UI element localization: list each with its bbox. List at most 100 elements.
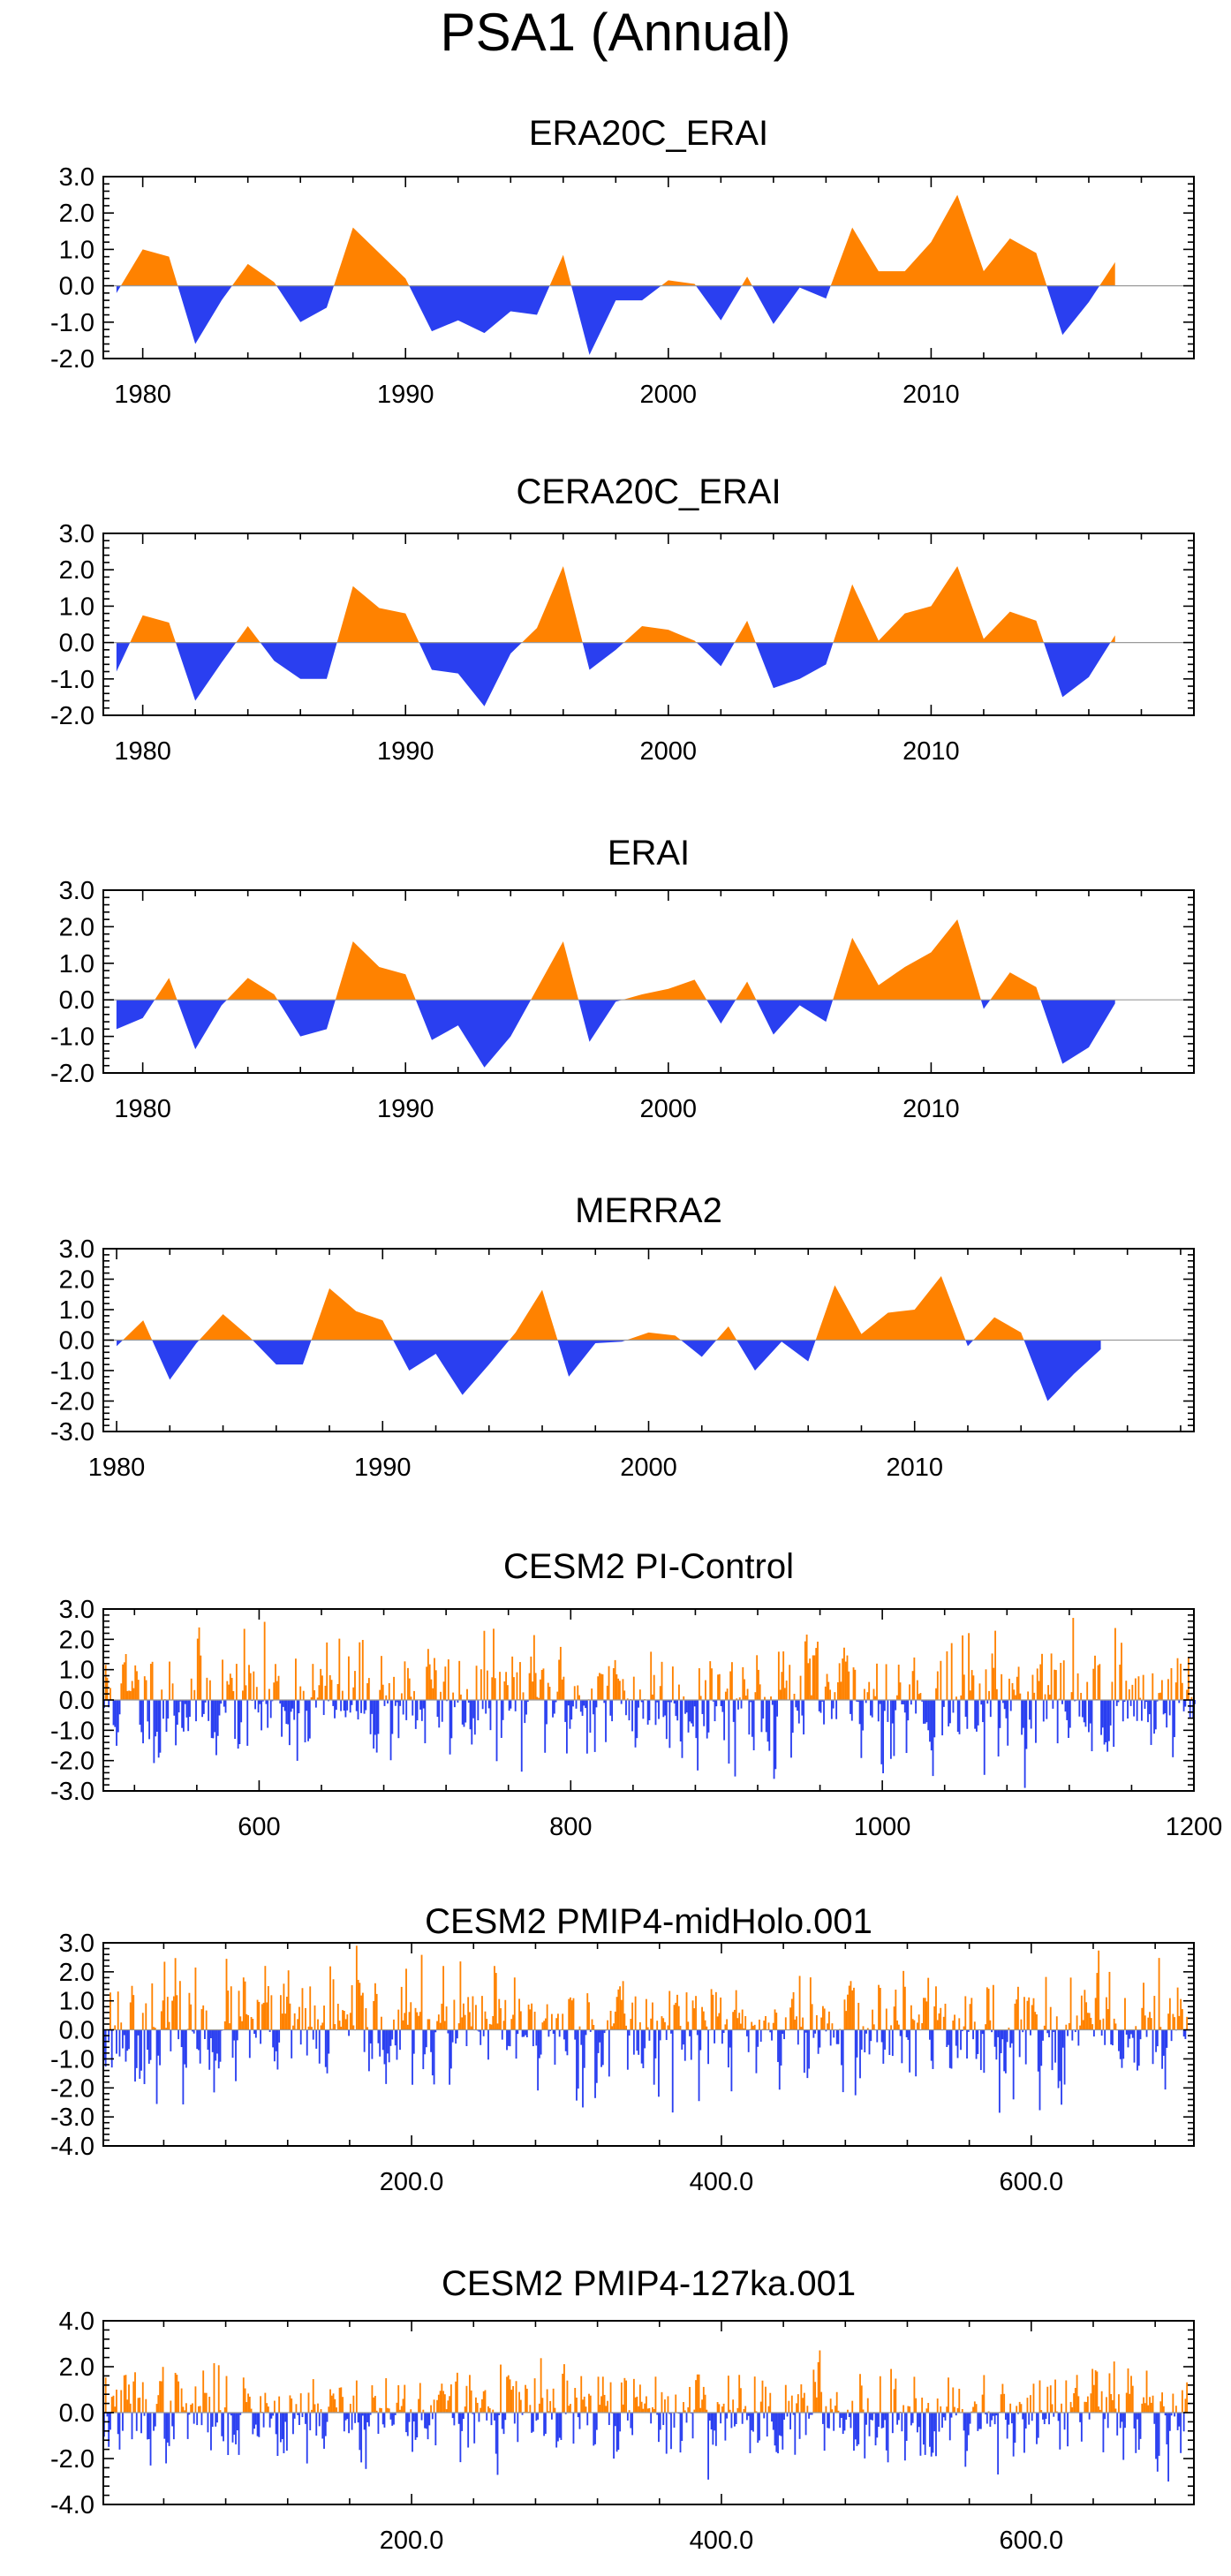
- bar: [134, 2372, 136, 2413]
- bar: [171, 1683, 174, 1700]
- bar: [357, 1700, 359, 1720]
- bar: [870, 2029, 872, 2042]
- bar: [487, 1670, 488, 1700]
- bar: [1062, 1660, 1065, 1700]
- bar: [446, 1700, 448, 1702]
- bar: [397, 1700, 400, 1739]
- bar: [414, 1700, 417, 1729]
- bar: [915, 2029, 918, 2077]
- bar: [1170, 2029, 1173, 2042]
- bar: [361, 2413, 364, 2416]
- bar: [104, 2377, 107, 2413]
- bar: [442, 1966, 445, 2030]
- bar: [735, 1990, 737, 2030]
- bar: [986, 2413, 988, 2424]
- bar: [821, 2006, 824, 2030]
- bar: [623, 2013, 626, 2030]
- bar: [108, 2413, 110, 2447]
- bar: [267, 1700, 269, 1728]
- bar: [334, 2024, 336, 2030]
- bar: [583, 1700, 585, 1706]
- bar: [964, 2413, 967, 2467]
- bar: [391, 1700, 394, 1734]
- bar: [859, 2029, 861, 2079]
- bar: [393, 2019, 395, 2030]
- bar: [244, 1981, 246, 2030]
- bar: [618, 1681, 621, 1700]
- bar: [1053, 2029, 1055, 2032]
- bar: [918, 2014, 920, 2030]
- bar: [850, 1700, 853, 1721]
- bar: [1102, 2413, 1105, 2452]
- bar: [589, 1700, 592, 1734]
- bar: [768, 1700, 771, 1751]
- bar: [851, 1990, 854, 2030]
- bar: [625, 2025, 628, 2030]
- bar: [506, 2376, 508, 2413]
- bar: [607, 2020, 608, 2030]
- bar: [1019, 1693, 1022, 1700]
- bar: [595, 2029, 598, 2083]
- bar: [286, 2413, 288, 2451]
- bar: [1114, 2023, 1117, 2030]
- bar: [897, 2413, 900, 2421]
- bar: [720, 1700, 722, 1706]
- bar: [1142, 1674, 1144, 1700]
- bar: [1189, 1700, 1191, 1718]
- bar: [617, 2413, 620, 2451]
- bar: [377, 1700, 380, 1734]
- bar: [1045, 1976, 1047, 2030]
- bar: [219, 2410, 222, 2413]
- bar: [391, 2029, 394, 2040]
- bar: [779, 1689, 782, 1700]
- bar: [835, 2029, 838, 2044]
- bar: [519, 2011, 522, 2030]
- bar: [845, 2011, 848, 2030]
- bar: [1184, 1700, 1187, 1707]
- bar: [605, 2406, 608, 2413]
- bar: [626, 1698, 629, 1700]
- bar: [899, 1682, 902, 1700]
- bar: [297, 2413, 299, 2415]
- bar: [616, 2413, 618, 2452]
- bar: [918, 1694, 920, 1700]
- bar: [981, 2029, 984, 2035]
- bar: [173, 1700, 176, 1716]
- bar: [408, 2012, 411, 2030]
- bar: [862, 2409, 865, 2413]
- x-tick-label: 1990: [377, 1095, 434, 1123]
- bar: [597, 1676, 600, 1700]
- bar: [896, 2021, 899, 2030]
- bar: [1180, 2413, 1182, 2453]
- bar: [321, 2022, 324, 2030]
- bar: [1078, 1700, 1081, 1717]
- bar: [453, 1999, 456, 2030]
- bar: [675, 1700, 677, 1717]
- bar: [675, 2394, 677, 2413]
- bar: [469, 1700, 472, 1730]
- bar: [557, 2013, 559, 2030]
- bar: [628, 2410, 631, 2413]
- bar: [599, 2029, 601, 2043]
- bar: [1092, 2029, 1095, 2037]
- y-tick-label: 1.0: [59, 1988, 94, 2016]
- bar: [1077, 2396, 1080, 2413]
- bar: [1098, 2406, 1100, 2413]
- bar: [299, 2029, 302, 2045]
- bar: [727, 2376, 729, 2413]
- bar: [246, 1700, 249, 1746]
- bar: [831, 2023, 834, 2030]
- bar: [876, 2413, 879, 2438]
- bar: [630, 2019, 632, 2030]
- bar: [298, 2006, 300, 2030]
- bar: [532, 1635, 535, 1700]
- bar: [126, 2029, 129, 2051]
- bar: [1061, 2029, 1064, 2048]
- bar: [355, 2380, 358, 2413]
- bar: [960, 2029, 962, 2051]
- bar: [286, 1997, 288, 2030]
- bar: [872, 2413, 875, 2414]
- bar: [377, 2413, 380, 2434]
- bar: [884, 2029, 886, 2050]
